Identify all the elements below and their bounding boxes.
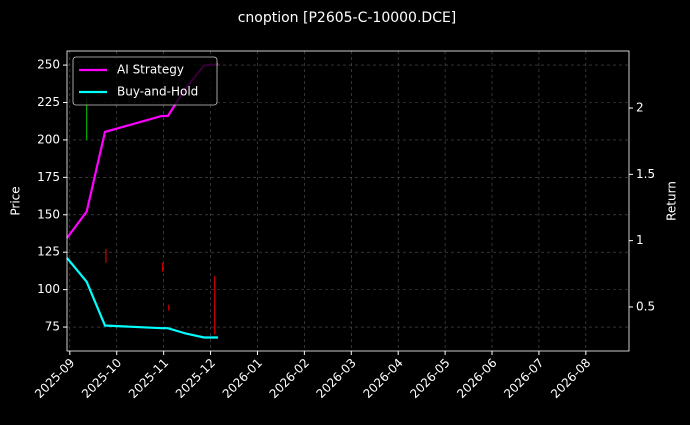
y-tick-label: 175 bbox=[37, 170, 60, 184]
y-tick-label: 150 bbox=[37, 207, 60, 221]
legend-label: Buy-and-Hold bbox=[117, 85, 198, 99]
y2-tick-label: 1 bbox=[636, 233, 644, 247]
y2-axis-label: Return bbox=[665, 181, 679, 221]
y-tick-label: 200 bbox=[37, 132, 60, 146]
y2-tick-label: 2 bbox=[636, 101, 644, 115]
y2-tick-label: 1.5 bbox=[636, 167, 655, 181]
y-tick-label: 100 bbox=[37, 282, 60, 296]
legend-label: AI Strategy bbox=[117, 63, 184, 77]
series-line bbox=[66, 257, 219, 339]
plot-frame bbox=[66, 50, 630, 352]
y-tick-label: 250 bbox=[37, 58, 60, 72]
y-axis-label: Price bbox=[9, 186, 23, 215]
legend-box bbox=[72, 56, 218, 106]
y-tick-label: 75 bbox=[45, 320, 60, 334]
y-tick-label: 125 bbox=[37, 245, 60, 259]
y2-tick-label: 0.5 bbox=[636, 299, 655, 313]
y-tick-label: 225 bbox=[37, 95, 60, 109]
chart-title: cnoption [P2605-C-10000.DCE] bbox=[238, 10, 457, 26]
